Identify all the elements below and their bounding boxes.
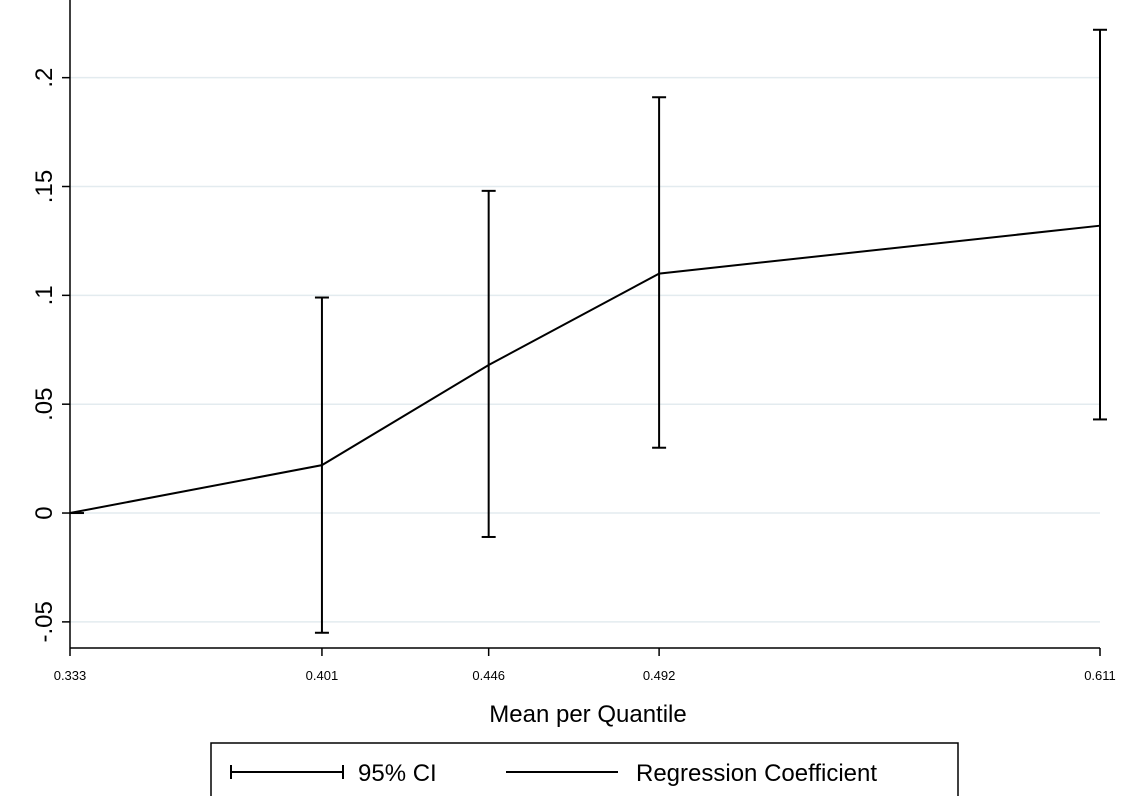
y-tick-labels: -.05 0 .05 .1 .15 .2 — [31, 68, 58, 643]
x-tick-label: 0.446 — [472, 668, 505, 683]
x-tick-label: 0.333 — [54, 668, 87, 683]
series-lines — [69, 224, 1101, 515]
gridlines — [70, 76, 1100, 623]
series-line-regression-coefficient — [69, 224, 1101, 515]
y-tick-label: .05 — [31, 388, 58, 421]
data-point — [658, 272, 661, 275]
x-tick-label: 0.401 — [306, 668, 339, 683]
y-tick-label: 0 — [31, 506, 58, 519]
error-bars — [314, 28, 1107, 634]
legend: 95% CI Regression Coefficient — [210, 742, 959, 796]
data-point — [487, 364, 490, 367]
data-point — [320, 464, 323, 467]
y-tick-label: -.05 — [31, 601, 58, 642]
y-tick-label: .15 — [31, 170, 58, 203]
legend-label-ci: 95% CI — [358, 760, 437, 787]
x-tick-label: 0.492 — [643, 668, 676, 683]
x-tick-label: 0.611 — [1084, 668, 1116, 683]
axes — [62, 0, 1101, 656]
legend-ci-symbol — [230, 765, 344, 779]
x-tick-labels: 0.333 0.401 0.446 0.492 0.611 — [54, 668, 1116, 683]
y-tick-label: .1 — [31, 285, 58, 305]
legend-box — [210, 742, 959, 796]
legend-label-coefficient: Regression Coefficient — [636, 760, 877, 787]
y-tick-label: .2 — [31, 68, 58, 88]
data-point — [1099, 224, 1101, 227]
x-axis-title: Mean per Quantile — [489, 701, 686, 728]
